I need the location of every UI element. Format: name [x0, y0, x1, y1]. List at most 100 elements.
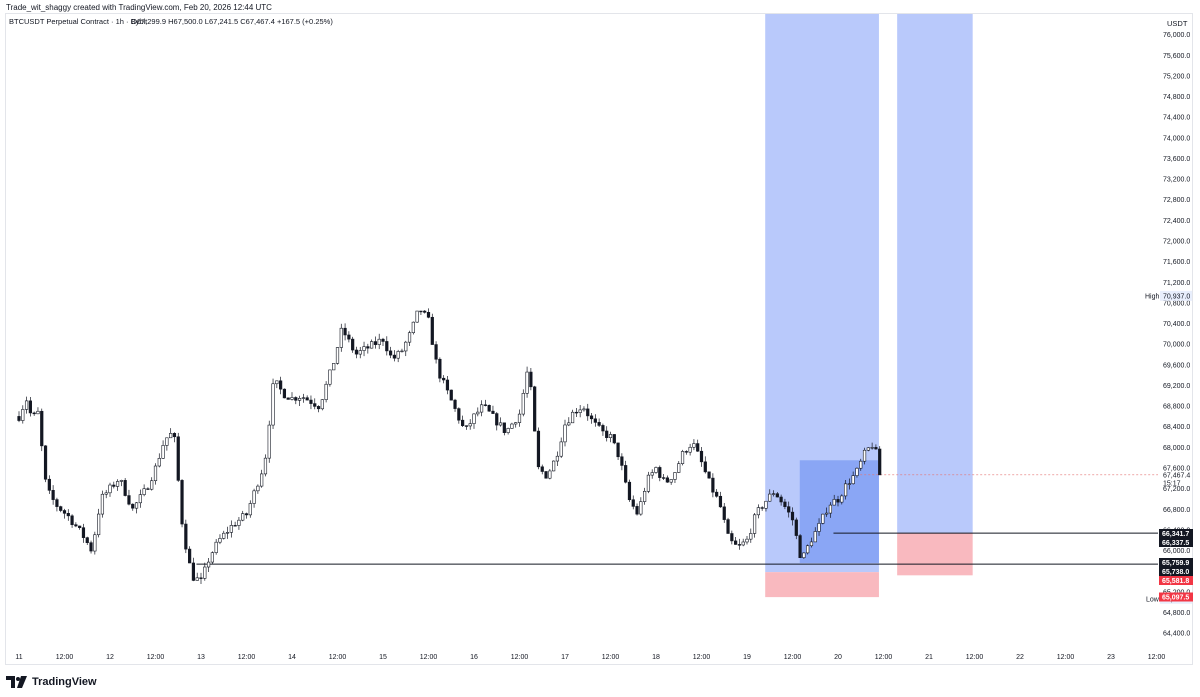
candle	[388, 346, 393, 359]
candle-body	[627, 481, 632, 501]
candle-body	[650, 472, 654, 476]
candle-body	[267, 424, 271, 459]
candle-body	[59, 506, 63, 511]
candle	[320, 399, 324, 411]
candle	[495, 412, 499, 431]
y-tick-label: 67,600.0	[1163, 466, 1190, 473]
candle-body	[85, 537, 89, 543]
candle	[172, 432, 177, 443]
candle	[153, 463, 158, 485]
candle	[643, 487, 647, 505]
candle-body	[248, 503, 252, 516]
candle-body	[354, 349, 359, 355]
candle	[790, 507, 795, 526]
y-tick-label: 66,800.0	[1163, 507, 1190, 514]
candle-body	[47, 478, 51, 491]
y-tick-label: 71,200.0	[1163, 280, 1190, 287]
y-tick-label: 70,000.0	[1163, 342, 1190, 349]
candle-body	[828, 504, 833, 514]
candle	[411, 321, 415, 335]
candle	[426, 308, 431, 319]
candle-body	[661, 477, 666, 479]
candle	[203, 562, 207, 581]
candle	[608, 431, 613, 443]
candle	[161, 440, 165, 460]
y-tick-label: 69,200.0	[1163, 383, 1190, 390]
candle-body	[176, 436, 180, 481]
candle	[540, 464, 544, 475]
x-tick-label: 17	[561, 654, 569, 661]
candle	[514, 422, 518, 428]
candle-body	[97, 513, 101, 536]
candle	[836, 495, 840, 507]
candle	[677, 461, 681, 474]
chart-credit: Trade_wit_shaggy created with TradingVie…	[6, 3, 272, 12]
candle	[100, 490, 105, 518]
candle-body	[100, 493, 105, 515]
candle	[726, 517, 730, 534]
x-tick-label: 13	[197, 654, 205, 661]
x-tick-label: 12:00	[420, 654, 438, 661]
candle-body	[495, 413, 499, 426]
y-tick-label: 64,800.0	[1163, 610, 1190, 617]
candle-body	[847, 483, 851, 485]
candle	[589, 413, 594, 424]
candle-body	[426, 312, 431, 318]
chart-title: BTCUSDT Perpetual Contract · 1h · Bybit	[9, 17, 148, 26]
candle	[453, 398, 457, 412]
candle	[188, 546, 192, 564]
candle-body	[320, 399, 324, 410]
candle	[472, 413, 476, 429]
candle-body	[620, 456, 624, 466]
candle-body	[654, 467, 658, 473]
candle	[684, 450, 688, 455]
candle	[601, 423, 605, 436]
x-tick-label: 12:00	[56, 654, 74, 661]
candle	[184, 519, 188, 554]
y-tick-label: 67,200.0	[1163, 486, 1190, 493]
candle-body	[487, 405, 491, 412]
candle-body	[51, 490, 55, 500]
candle	[115, 479, 120, 491]
candle	[502, 422, 506, 436]
candle	[210, 551, 214, 565]
candle	[28, 396, 32, 417]
candle	[286, 397, 290, 400]
candle-body	[195, 577, 199, 581]
candle	[578, 405, 582, 418]
candle-body	[407, 332, 412, 343]
candle-body	[582, 408, 586, 411]
candle	[112, 481, 116, 489]
candle-body	[157, 458, 161, 467]
candle	[32, 411, 36, 416]
candle-body	[790, 511, 795, 521]
low-label: Low	[1146, 596, 1160, 603]
candle-body	[608, 434, 613, 438]
candle	[696, 439, 700, 452]
candle	[127, 489, 131, 506]
candle-body	[809, 541, 814, 547]
y-tick-label: 73,600.0	[1163, 156, 1190, 163]
candle-body	[840, 495, 844, 503]
candle	[760, 506, 764, 511]
candle-body	[692, 443, 696, 448]
x-tick-label: 22	[1016, 654, 1024, 661]
price-tag-box	[1159, 558, 1193, 567]
candle	[165, 437, 169, 451]
candle	[252, 488, 256, 508]
candle	[430, 313, 434, 345]
candle	[457, 407, 461, 424]
candle	[377, 333, 381, 350]
candle	[404, 340, 408, 357]
price-tag-box	[1159, 538, 1193, 547]
x-tick-label: 16	[470, 654, 478, 661]
candle-body	[836, 499, 840, 503]
candle-body	[730, 533, 734, 542]
x-tick-label: 12:00	[875, 654, 893, 661]
candle-body	[817, 523, 821, 532]
candle-body	[559, 441, 563, 457]
candle	[17, 411, 21, 423]
y-tick-label: 68,400.0	[1163, 424, 1190, 431]
candle	[552, 460, 556, 472]
